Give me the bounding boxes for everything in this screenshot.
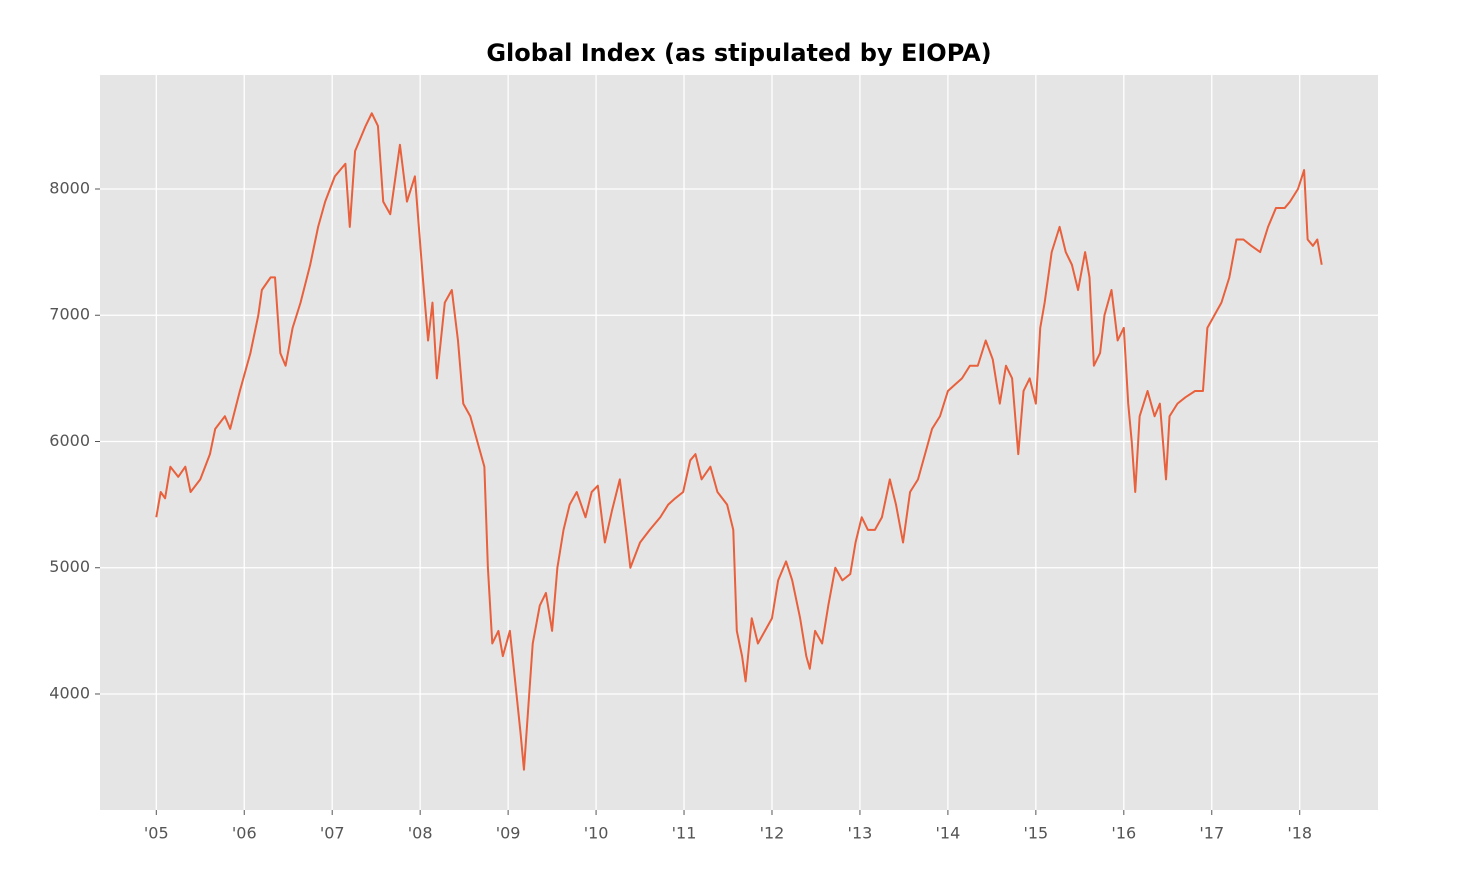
x-tick-label: '12 (760, 824, 785, 843)
x-tick-label: '18 (1287, 824, 1312, 843)
x-tick-label: '13 (848, 824, 873, 843)
chart-title: Global Index (as stipulated by EIOPA) (486, 39, 991, 67)
x-tick-label: '08 (408, 824, 433, 843)
y-tick-label: 4000 (49, 683, 90, 702)
x-tick-label: '06 (232, 824, 257, 843)
y-tick-label: 5000 (49, 557, 90, 576)
x-tick-label: '16 (1111, 824, 1136, 843)
x-tick-label: '09 (496, 824, 521, 843)
x-tick-label: '05 (144, 824, 169, 843)
line (155, 112, 1323, 771)
x-tick-label: '10 (584, 824, 609, 843)
x-tick-label: '11 (672, 824, 697, 843)
plot-area (100, 75, 1378, 810)
x-tick-label: '14 (936, 824, 961, 843)
y-tick-label: 7000 (49, 305, 90, 324)
y-tick-label: 6000 (49, 431, 90, 450)
x-tick-label: '07 (320, 824, 345, 843)
y-tick-label: 8000 (49, 178, 90, 197)
x-tick-label: '15 (1023, 824, 1048, 843)
x-tick-label: '17 (1199, 824, 1224, 843)
